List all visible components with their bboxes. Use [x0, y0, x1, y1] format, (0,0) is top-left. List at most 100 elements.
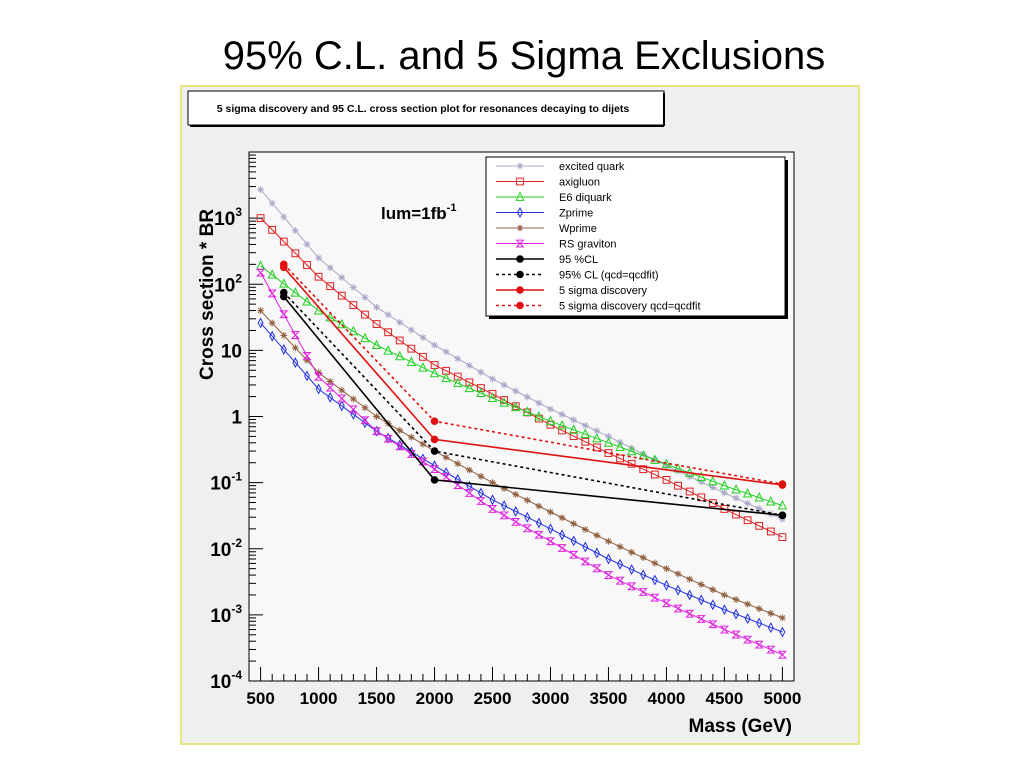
data-point: [314, 272, 323, 281]
data-point: [558, 514, 566, 522]
data-point: [766, 496, 776, 506]
data-point: [269, 330, 276, 342]
data-point: [696, 471, 706, 481]
data-point: [268, 225, 277, 234]
data-point: [383, 345, 393, 355]
data-point: [708, 475, 718, 486]
data-point: [383, 434, 393, 443]
data-point: [663, 565, 670, 573]
x-tick-label: 4500: [706, 689, 744, 708]
legend-entry: 95 %CL: [496, 254, 598, 266]
data-point: [627, 582, 637, 591]
data-point: [558, 426, 566, 435]
y-tick-label: 102: [214, 271, 242, 296]
data-point: [744, 600, 752, 608]
y-tick-label: 1: [231, 408, 242, 429]
data-point: [465, 466, 473, 474]
x-tick-label: 2000: [416, 689, 454, 708]
series-5: [255, 268, 788, 659]
data-point: [719, 625, 730, 634]
data-point: [744, 613, 751, 625]
data-point: [697, 581, 705, 588]
data-point: [267, 289, 277, 298]
data-point: [581, 437, 590, 446]
data-point: [304, 370, 310, 382]
data-point: [603, 571, 614, 579]
data-point: [662, 475, 671, 484]
data-point: [535, 399, 543, 407]
data-point: [418, 362, 428, 372]
data-point: [360, 416, 370, 425]
data-point: [628, 564, 635, 575]
data-point: [721, 591, 728, 599]
data-point: [640, 569, 647, 581]
data-point: [545, 537, 556, 546]
data-point: [755, 521, 764, 530]
legend-entry: RS graviton: [496, 239, 616, 251]
data-point: [766, 645, 776, 654]
data-point: [373, 303, 380, 311]
y-tick-label: 103: [214, 205, 242, 230]
legend-marker: [516, 177, 524, 186]
data-point: [349, 395, 357, 403]
data-point: [267, 269, 277, 279]
data-point: [778, 533, 787, 542]
data-point: [570, 535, 577, 547]
y-tick-label: 10-3: [210, 602, 242, 627]
chart-title: 5 sigma discovery and 95 C.L. cross sect…: [217, 103, 630, 115]
data-point: [291, 249, 300, 258]
series-line: [260, 310, 783, 619]
legend-label: E6 diquark: [559, 192, 612, 204]
data-point: [430, 417, 439, 425]
data-point: [651, 559, 659, 567]
data-point: [638, 450, 648, 460]
legend-marker: [516, 286, 524, 294]
data-point: [395, 350, 405, 361]
data-point: [279, 288, 288, 297]
data-point: [256, 214, 265, 223]
data-point: [361, 310, 369, 319]
data-point: [675, 584, 682, 596]
data-point: [290, 287, 301, 297]
data-point: [523, 393, 531, 401]
data-point: [756, 617, 763, 629]
data-point: [615, 576, 625, 585]
data-point: [779, 614, 786, 622]
data-point: [337, 394, 347, 403]
series-2: [255, 260, 788, 510]
data-point: [407, 326, 415, 334]
legend-entry: 5 sigma discovery: [496, 285, 648, 297]
data-point: [430, 447, 439, 455]
data-point: [326, 264, 334, 272]
data-point: [686, 589, 693, 601]
data-point: [742, 488, 753, 498]
data-point: [280, 332, 288, 339]
x-tick-label: 3000: [532, 689, 570, 708]
y-axis-label: Cross section * BR: [197, 209, 218, 380]
data-point: [429, 367, 440, 378]
data-point: [522, 406, 533, 416]
data-point: [510, 401, 521, 412]
data-point: [743, 635, 753, 644]
data-point: [709, 599, 716, 611]
data-point: [406, 356, 417, 366]
data-point: [464, 489, 474, 497]
data-point: [338, 386, 346, 394]
data-point: [407, 344, 416, 353]
data-point: [499, 511, 509, 520]
data-point: [592, 564, 602, 573]
data-point: [257, 307, 264, 314]
data-point: [778, 511, 787, 520]
data-point: [535, 502, 543, 510]
legend-marker: [515, 191, 525, 201]
data-point: [454, 460, 462, 468]
data-point: [429, 465, 440, 474]
data-point: [733, 608, 739, 620]
data-point: [419, 334, 427, 341]
data-point: [477, 384, 485, 392]
x-tick-label: 4000: [648, 689, 686, 708]
x-tick-label: 2500: [474, 689, 512, 708]
data-point: [407, 433, 415, 441]
data-point: [605, 537, 612, 545]
